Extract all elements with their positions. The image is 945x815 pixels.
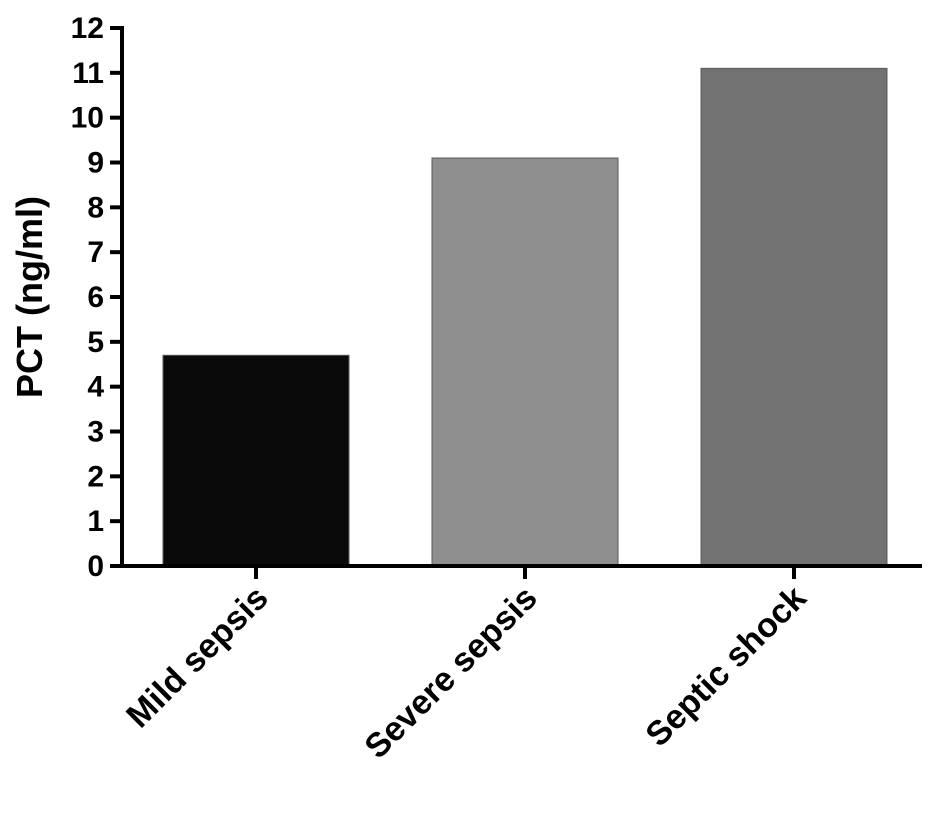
y-tick-label: 8 — [87, 191, 104, 224]
bar-mild-sepsis — [162, 354, 350, 567]
y-tick-label: 2 — [87, 460, 104, 493]
y-tick-label: 5 — [87, 326, 104, 359]
y-tick-label: 12 — [71, 12, 104, 45]
bar-septic-shock — [700, 67, 888, 567]
x-ticks-group: Mild sepsis Severe sepsis Septic shock — [119, 566, 814, 766]
y-tick-label: 7 — [87, 236, 104, 269]
x-tick-label: Mild sepsis — [119, 579, 275, 735]
y-tick-label: 0 — [87, 550, 104, 583]
y-tick-label: 11 — [72, 57, 104, 90]
x-tick-label: Septic shock — [638, 579, 813, 754]
y-tick-label: 9 — [87, 147, 104, 180]
y-tick-label: 1 — [87, 505, 104, 538]
y-tick-label: 6 — [87, 281, 104, 314]
bar-severe-sepsis — [431, 157, 619, 567]
x-tick-label: Severe sepsis — [357, 579, 544, 766]
y-axis-label: PCT (ng/ml) — [9, 196, 50, 398]
y-tick-label: 3 — [87, 416, 104, 449]
y-tick-label: 10 — [71, 102, 104, 135]
y-tick-label: 4 — [87, 371, 104, 404]
bars-group — [162, 67, 888, 567]
